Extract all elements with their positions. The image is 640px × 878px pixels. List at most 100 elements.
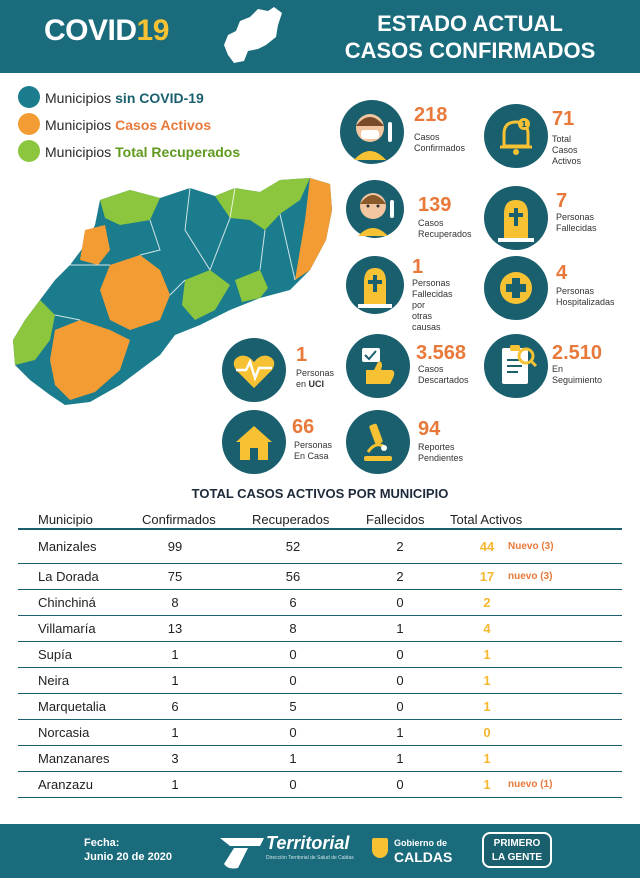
map-region bbox=[182, 270, 230, 320]
new-cases-badge: nuevo (3) bbox=[508, 571, 553, 582]
alarm-bell-icon: 1 bbox=[484, 104, 548, 168]
cell-activos: 44 bbox=[479, 539, 495, 554]
stat-value: 4 bbox=[556, 262, 568, 284]
title-line-1: ESTADO ACTUAL bbox=[377, 11, 563, 36]
cell-fallecidos: 0 bbox=[396, 699, 404, 714]
svg-text:1: 1 bbox=[521, 120, 527, 129]
cell-recuperados: 6 bbox=[289, 595, 297, 610]
cell-recuperados: 5 bbox=[289, 699, 297, 714]
cell-fallecidos: 0 bbox=[396, 673, 404, 688]
legend-swatch bbox=[18, 113, 40, 135]
map-region bbox=[235, 270, 268, 302]
cell-activos: 4 bbox=[483, 621, 491, 636]
cell-activos: 2 bbox=[483, 595, 491, 610]
table-row: Villamaría 13 8 1 4 bbox=[18, 616, 622, 642]
legend-label: Municipios Casos Activos bbox=[45, 117, 212, 133]
cell-recuperados: 0 bbox=[289, 673, 297, 688]
stat-value: 2.510 bbox=[552, 342, 603, 364]
cell-recuperados: 8 bbox=[289, 621, 297, 636]
cell-confirmados: 99 bbox=[167, 539, 183, 554]
primero-line-2: LA GENTE bbox=[491, 852, 543, 863]
cell-confirmados: 75 bbox=[167, 569, 183, 584]
date-value: Junio 20 de 2020 bbox=[84, 851, 173, 863]
stat-value: 71 bbox=[552, 108, 575, 130]
stat-label: Personas en UCI bbox=[296, 368, 335, 389]
cell-confirmados: 1 bbox=[171, 647, 179, 662]
column-header: Recuperados bbox=[252, 512, 330, 527]
cell-municipio: Marquetalia bbox=[38, 699, 106, 714]
column-header: Municipio bbox=[38, 512, 93, 527]
caldas-municipalities-map bbox=[13, 178, 332, 405]
cell-confirmados: 13 bbox=[167, 621, 183, 636]
table-row: Neira 1 0 0 1 bbox=[18, 668, 622, 694]
map-region bbox=[13, 300, 55, 365]
cell-recuperados: 0 bbox=[289, 777, 297, 792]
legend-swatch bbox=[18, 140, 40, 162]
stat-value: 66 bbox=[292, 416, 315, 438]
cell-activos: 0 bbox=[483, 725, 491, 740]
new-cases-badge: nuevo (1) bbox=[508, 779, 553, 790]
cell-activos: 17 bbox=[479, 569, 495, 584]
table-row: La Dorada 75 56 2 17 nuevo (3) bbox=[18, 564, 622, 590]
cell-confirmados: 1 bbox=[171, 673, 179, 688]
stat-label: Personas En Casa bbox=[294, 440, 333, 461]
cell-municipio: Aranzazu bbox=[38, 777, 93, 792]
cell-municipio: Chinchiná bbox=[38, 595, 96, 610]
cell-municipio: Manzanares bbox=[38, 751, 110, 766]
map-region bbox=[50, 320, 130, 400]
cell-activos: 1 bbox=[483, 699, 491, 714]
map-region bbox=[100, 190, 160, 225]
cell-confirmados: 8 bbox=[171, 595, 179, 610]
cell-fallecidos: 0 bbox=[396, 595, 404, 610]
cell-recuperados: 52 bbox=[285, 539, 301, 554]
stat-label: En Seguimiento bbox=[552, 364, 603, 385]
patient-mask-icon bbox=[340, 100, 404, 164]
tombstone-icon bbox=[484, 186, 548, 250]
stat-label: Casos Descartados bbox=[418, 364, 469, 385]
table-row: Aranzazu 1 0 0 1 nuevo (1) bbox=[18, 772, 622, 798]
cell-fallecidos: 0 bbox=[396, 777, 404, 792]
territorial-subtitle: Dirección Territorial de Salud de Caldas bbox=[266, 855, 354, 861]
heartbeat-icon bbox=[222, 338, 286, 402]
map-region bbox=[100, 255, 170, 330]
cell-fallecidos: 2 bbox=[396, 539, 404, 554]
stat-label: Personas Fallecidas bbox=[556, 212, 597, 233]
stat-value: 139 bbox=[418, 194, 452, 216]
gobierno-label: Gobierno de bbox=[394, 838, 448, 848]
cell-confirmados: 1 bbox=[171, 777, 179, 792]
table-row: Manizales 99 52 2 44 Nuevo (3) bbox=[18, 530, 622, 564]
stat-value: 1 bbox=[296, 344, 308, 366]
title-line-2: CASOS CONFIRMADOS bbox=[344, 38, 596, 63]
stat-label: Personas Hospitalizadas bbox=[556, 286, 615, 307]
territorial-wordmark: Territorial bbox=[266, 833, 350, 853]
covid19-logo: COVID19 bbox=[44, 16, 169, 46]
caldas-shield-icon bbox=[372, 838, 388, 858]
microscope-icon bbox=[346, 410, 410, 474]
cell-confirmados: 3 bbox=[171, 751, 179, 766]
cell-municipio: Supía bbox=[38, 647, 72, 662]
child-thermometer-icon bbox=[346, 180, 404, 238]
table-row: Supía 1 0 0 1 bbox=[18, 642, 622, 668]
cell-municipio: La Dorada bbox=[38, 569, 99, 584]
cell-municipio: Neira bbox=[38, 673, 70, 688]
cell-activos: 1 bbox=[483, 647, 491, 662]
table-row: Norcasia 1 0 1 0 bbox=[18, 720, 622, 746]
stat-label: Casos Confirmados bbox=[414, 132, 466, 153]
legend-label: Municipios Total Recuperados bbox=[45, 144, 241, 160]
primero-la-gente-badge: PRIMERO LA GENTE bbox=[482, 832, 552, 868]
stat-value: 3.568 bbox=[416, 342, 467, 364]
stat-label: Total Casos Activos bbox=[552, 134, 582, 166]
cell-fallecidos: 1 bbox=[396, 621, 404, 636]
stat-value: 218 bbox=[414, 104, 448, 126]
table-row: Marquetalia 6 5 0 1 bbox=[18, 694, 622, 720]
caldas-label: CALDAS bbox=[394, 849, 453, 865]
footer: Fecha: Junio 20 de 2020 Territorial Dire… bbox=[0, 824, 640, 878]
cell-fallecidos: 0 bbox=[396, 647, 404, 662]
page-title: ESTADO ACTUAL CASOS CONFIRMADOS bbox=[310, 10, 630, 64]
column-header: Total Activos bbox=[450, 512, 523, 527]
cell-municipio: Norcasia bbox=[38, 725, 90, 740]
cell-confirmados: 1 bbox=[171, 725, 179, 740]
stat-label: Personas Fallecidas por otras causas bbox=[412, 278, 453, 332]
cell-fallecidos: 2 bbox=[396, 569, 404, 584]
stat-label: Casos Recuperados bbox=[418, 218, 472, 239]
